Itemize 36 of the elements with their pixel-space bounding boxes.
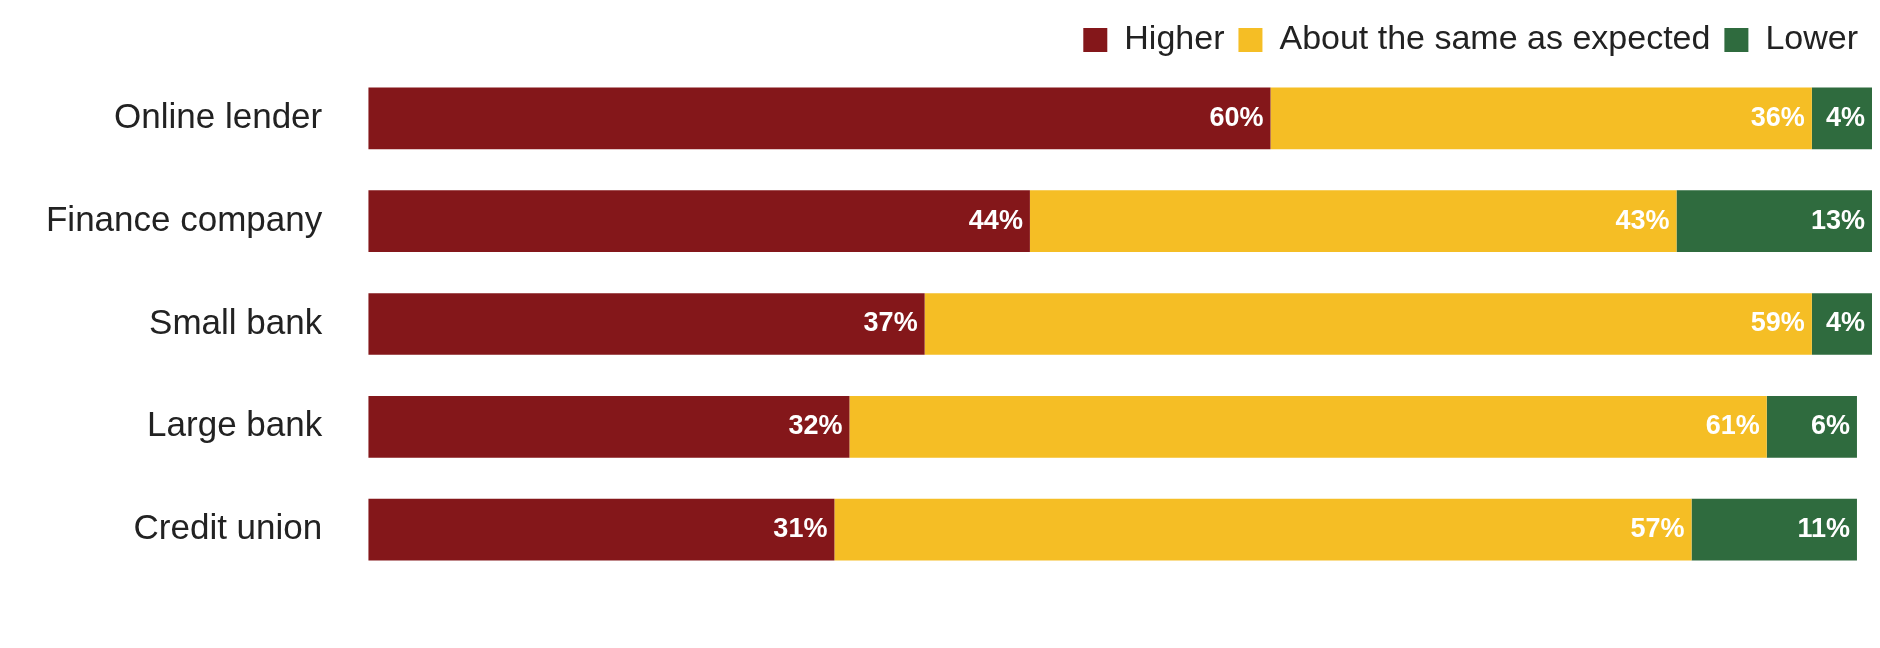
data-label: 13% xyxy=(1810,204,1865,235)
data-label: 4% xyxy=(1825,101,1865,132)
data-label: 60% xyxy=(1209,101,1264,132)
data-label: 36% xyxy=(1750,101,1805,132)
data-label: 59% xyxy=(1750,307,1805,338)
bar xyxy=(368,190,1030,253)
data-label: 44% xyxy=(968,204,1023,235)
data-label: 61% xyxy=(1705,410,1760,441)
data-label: 31% xyxy=(773,513,828,544)
legend-label: Lower xyxy=(1765,18,1859,57)
y-tick-label: Small bank xyxy=(149,301,323,341)
bar xyxy=(1270,87,1812,150)
bar xyxy=(368,87,1271,150)
y-tick-label: Large bank xyxy=(147,404,323,444)
y-tick-label: Finance company xyxy=(45,198,323,238)
bar xyxy=(368,293,925,355)
data-label: 37% xyxy=(863,307,918,338)
data-label: 43% xyxy=(1615,204,1670,235)
legend-label: Higher xyxy=(1124,18,1225,57)
bar xyxy=(1029,190,1677,253)
y-tick-label: Credit union xyxy=(133,507,323,547)
bar xyxy=(368,498,835,561)
legend-label: About the same as expected xyxy=(1279,18,1711,57)
bar xyxy=(368,395,850,458)
bar xyxy=(1691,498,1857,561)
bar xyxy=(1676,190,1872,253)
data-label: 6% xyxy=(1810,410,1850,441)
bar xyxy=(924,293,1812,355)
bar xyxy=(849,395,1767,458)
data-label: 32% xyxy=(788,410,843,441)
bar xyxy=(834,498,1692,561)
y-tick-label: Online lender xyxy=(114,96,323,136)
data-label: 11% xyxy=(1797,513,1850,544)
data-label: 4% xyxy=(1825,307,1865,338)
data-label: 57% xyxy=(1630,513,1685,544)
bar xyxy=(1766,395,1857,458)
